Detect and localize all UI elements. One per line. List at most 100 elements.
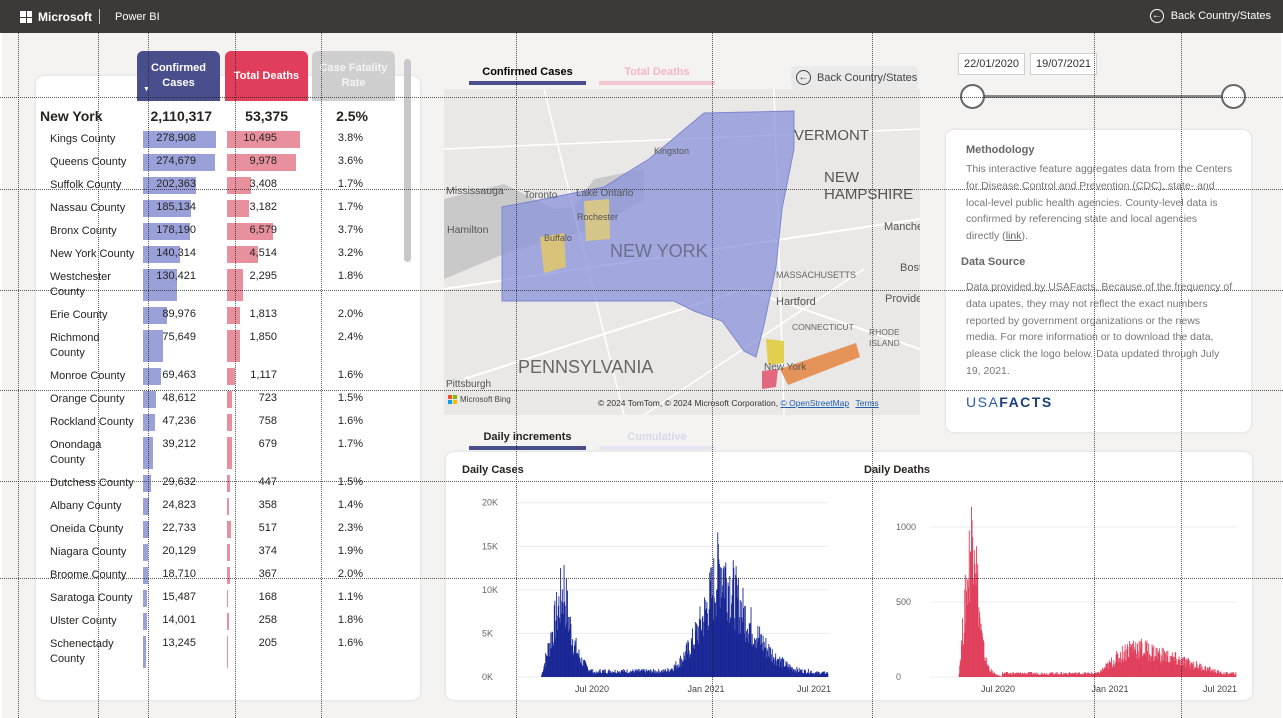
end-date-handle[interactable] xyxy=(1221,84,1246,109)
daily-bar xyxy=(571,644,573,677)
table-row[interactable]: New York County 140,314 4,514 3.2% xyxy=(0,244,420,265)
daily-bar xyxy=(1196,664,1198,677)
start-date-input[interactable]: 22/01/2020 xyxy=(958,53,1026,75)
daily-bar xyxy=(626,669,628,677)
table-row[interactable]: Dutchess County 29,632 447 1.5% xyxy=(0,473,420,494)
daily-bar xyxy=(663,670,665,677)
daily-bar xyxy=(959,665,961,677)
daily-bar xyxy=(559,622,561,677)
table-row[interactable]: Bronx County 178,190 6,579 3.7% xyxy=(0,221,420,242)
table-row[interactable]: Broome County 18,710 367 2.0% xyxy=(0,565,420,586)
suffolk-nassau-county[interactable] xyxy=(780,343,860,385)
fatality-rate-header[interactable]: Case Fatality Rate xyxy=(312,51,395,101)
tab-daily-increments[interactable]: Daily increments xyxy=(469,431,586,450)
cases-bar xyxy=(143,131,216,148)
table-row[interactable]: Saratoga County 15,487 168 1.1% xyxy=(0,588,420,609)
daily-bar xyxy=(1026,673,1028,677)
terms-link[interactable]: Terms xyxy=(855,398,879,408)
cases-bar xyxy=(143,330,163,362)
date-slider-track[interactable] xyxy=(972,95,1234,98)
confirmed-cases-header[interactable]: Confirmed Cases ▼ xyxy=(137,51,220,101)
table-row[interactable]: Niagara County 20,129 374 1.9% xyxy=(0,542,420,563)
map-attribution: © 2024 TomTom, © 2024 Microsoft Corporat… xyxy=(598,398,879,408)
daily-bar xyxy=(1119,658,1120,677)
daily-bar xyxy=(1116,650,1118,677)
daily-bar xyxy=(721,585,723,677)
map-back-button[interactable]: ← Back Country/States xyxy=(791,66,918,89)
table-row[interactable]: Kings County 278,908 10,495 3.8% xyxy=(0,129,420,150)
daily-bar xyxy=(580,662,582,677)
table-scrollbar[interactable] xyxy=(404,59,411,262)
daily-bar xyxy=(1158,648,1160,677)
daily-bar xyxy=(1088,672,1089,677)
total-deaths-header[interactable]: Total Deaths xyxy=(225,51,308,101)
daily-bar xyxy=(778,659,780,677)
start-date-handle[interactable] xyxy=(960,84,985,109)
county-cases: 178,190 xyxy=(156,224,196,236)
table-row[interactable]: Erie County 89,976 1,813 2.0% xyxy=(0,305,420,326)
daily-bar xyxy=(1205,665,1206,677)
county-rate: 1.5% xyxy=(337,392,363,404)
daily-bar xyxy=(977,563,979,677)
map-label: VERMONT xyxy=(794,127,869,144)
table-row[interactable]: Suffolk County 202,363 3,408 1.7% xyxy=(0,175,420,196)
erie-county[interactable] xyxy=(540,233,566,273)
usafacts-logo[interactable]: USAFACTS xyxy=(966,394,1233,410)
map-tab-deaths[interactable]: Total Deaths xyxy=(599,66,715,85)
daily-bar xyxy=(669,669,671,677)
methodology-link[interactable]: link xyxy=(1005,230,1022,243)
county-rate: 1.6% xyxy=(337,415,363,427)
table-row[interactable]: Oneida County 22,733 517 2.3% xyxy=(0,519,420,540)
table-row[interactable]: Schenectady County 13,245 205 1.6% xyxy=(0,634,420,670)
osm-link[interactable]: © OpenStreetMap xyxy=(780,398,850,408)
map-label: NEW HAMPSHIRE xyxy=(824,169,914,203)
daily-bar xyxy=(1167,650,1169,677)
table-row[interactable]: Nassau County 185,134 3,182 1.7% xyxy=(0,198,420,219)
daily-bar xyxy=(1005,673,1007,677)
cases-bar xyxy=(143,590,148,607)
table-row[interactable]: Ulster County 14,001 258 1.8% xyxy=(0,611,420,632)
county-rate: 1.5% xyxy=(337,476,363,488)
table-row[interactable]: Onondaga County 39,212 679 1.7% xyxy=(0,435,420,471)
map[interactable]: VERMONT NEW HAMPSHIRE NEW YORK PENNSYLVANIA… xyxy=(444,89,920,415)
daily-bar xyxy=(796,666,798,677)
table-row[interactable]: Westchester County 130,421 2,295 1.8% xyxy=(0,267,420,303)
westchester-county[interactable] xyxy=(766,339,784,365)
daily-bar xyxy=(1223,674,1224,677)
back-country-states-button[interactable]: ← Back Country/States xyxy=(1149,9,1271,23)
daily-bar xyxy=(791,669,793,677)
daily-bar xyxy=(774,657,776,677)
table-row[interactable]: Albany County 24,823 358 1.4% xyxy=(0,496,420,517)
county-rate: 1.7% xyxy=(337,438,363,450)
table-row[interactable]: Orange County 48,612 723 1.5% xyxy=(0,389,420,410)
kings-queens-county[interactable] xyxy=(762,369,778,389)
table-row[interactable]: Richmond County 75,649 1,850 2.4% xyxy=(0,328,420,364)
daily-bar xyxy=(1220,674,1222,677)
daily-bar xyxy=(1143,653,1145,677)
daily-bar xyxy=(976,546,978,677)
daily-bar xyxy=(1168,661,1170,677)
monroe-county[interactable] xyxy=(584,199,610,241)
daily-bar xyxy=(546,656,548,677)
county-rate: 1.6% xyxy=(337,637,363,649)
table-row[interactable]: Rockland County 47,236 758 1.6% xyxy=(0,412,420,433)
daily-bar xyxy=(998,676,999,677)
daily-bar xyxy=(1125,649,1127,677)
table-row[interactable]: Monroe County 69,463 1,117 1.6% xyxy=(0,366,420,387)
county-name: Ulster County xyxy=(50,615,117,627)
daily-bar xyxy=(1018,672,1020,677)
map-tab-confirmed[interactable]: Confirmed Cases xyxy=(469,66,586,85)
daily-bar xyxy=(1024,674,1026,677)
daily-bar xyxy=(656,671,658,677)
end-date-input[interactable]: 19/07/2021 xyxy=(1030,53,1098,75)
daily-bar xyxy=(603,669,605,677)
state-total-row[interactable]: New York 2,110,317 53,375 2.5% xyxy=(0,105,420,126)
tab-cumulative[interactable]: Cumulative xyxy=(599,431,715,450)
daily-bar xyxy=(772,662,774,677)
daily-bar xyxy=(705,609,707,677)
daily-bar xyxy=(1038,674,1039,677)
daily-bar xyxy=(1200,668,1201,677)
daily-bar xyxy=(1122,659,1124,677)
table-row[interactable]: Queens County 274,679 9,978 3.6% xyxy=(0,152,420,173)
daily-bar xyxy=(736,577,738,677)
